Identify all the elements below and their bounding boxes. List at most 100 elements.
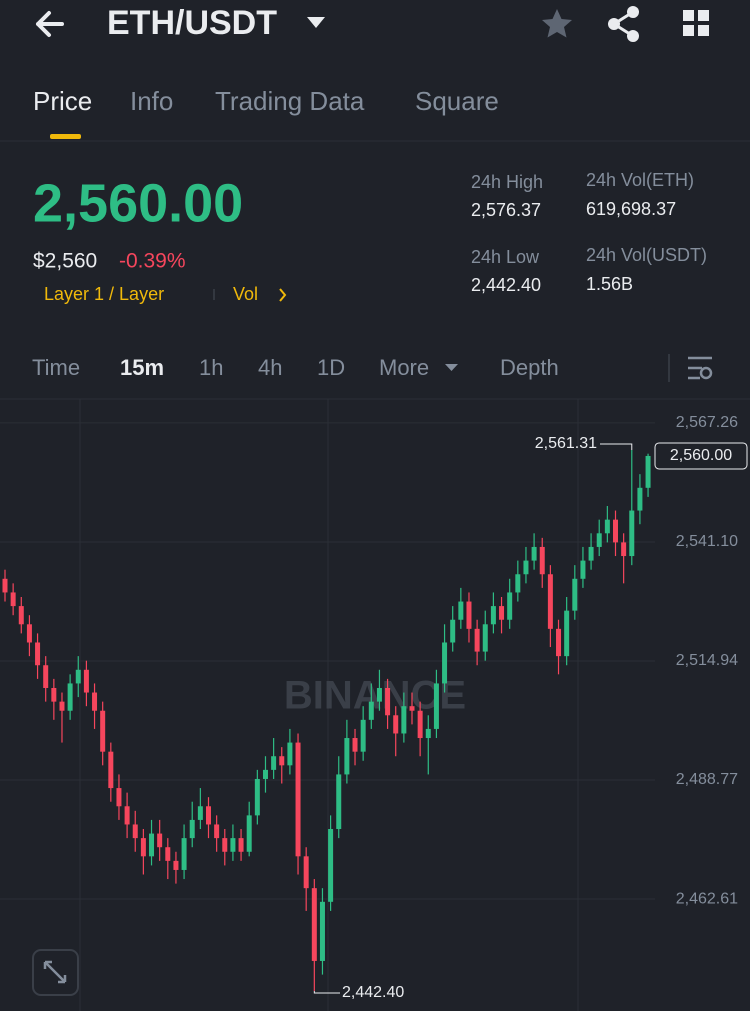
candle-body xyxy=(238,838,244,852)
candle-body xyxy=(2,578,8,593)
candle-body xyxy=(10,592,16,607)
candle-body xyxy=(26,624,32,643)
candle-body xyxy=(254,778,260,816)
tag[interactable]: Layer 1 / Layer xyxy=(44,284,164,304)
y-tick-label: 2,541.10 xyxy=(676,533,738,550)
stat-value: 2,576.37 xyxy=(471,200,541,220)
pair-title[interactable]: ETH/USDT xyxy=(107,4,277,42)
candle-body xyxy=(637,487,643,511)
candle-body xyxy=(588,546,594,561)
candle-body xyxy=(311,888,317,961)
candle-body xyxy=(173,860,179,870)
candle-body xyxy=(336,774,342,830)
candle-body xyxy=(222,838,228,852)
tab[interactable]: Trading Data xyxy=(215,86,365,116)
candle-body xyxy=(189,819,195,839)
timeframe[interactable]: Depth xyxy=(500,355,559,380)
high-label: 2,561.31 xyxy=(535,435,597,452)
candle-body xyxy=(165,847,171,861)
candle-body xyxy=(35,642,41,666)
candle-body xyxy=(645,455,651,488)
last-price: 2,560.00 xyxy=(33,173,243,233)
more-dropdown[interactable] xyxy=(445,364,458,371)
price-change: -0.39% xyxy=(119,250,186,273)
grid-icon[interactable] xyxy=(683,10,709,36)
candle-body xyxy=(417,710,423,739)
candle-body xyxy=(303,856,309,889)
candle-body xyxy=(499,606,505,620)
stat-value: 619,698.37 xyxy=(586,199,676,219)
low-leader xyxy=(313,990,340,994)
y-tick-label: 2,462.61 xyxy=(676,890,738,907)
stat-label: 24h Vol(ETH) xyxy=(586,170,694,190)
candle-body xyxy=(124,806,130,825)
candle-body xyxy=(116,788,122,807)
candle-body xyxy=(433,683,439,729)
candle-body xyxy=(319,901,325,961)
candle-body xyxy=(352,738,358,752)
timeframe[interactable]: 15m xyxy=(120,355,164,380)
favorite-icon[interactable] xyxy=(542,9,572,38)
tab[interactable]: Square xyxy=(415,86,499,116)
tag[interactable]: Vol xyxy=(233,284,258,304)
candle-body xyxy=(531,546,537,561)
candle-body xyxy=(409,706,415,711)
timeframe[interactable]: 4h xyxy=(258,355,282,380)
candle-body xyxy=(100,710,106,752)
candle-body xyxy=(450,619,456,643)
candle-body xyxy=(523,560,529,575)
tab[interactable]: Price xyxy=(33,86,92,116)
candle-body xyxy=(474,628,480,652)
candle-body xyxy=(547,574,553,629)
candle-body xyxy=(92,692,98,711)
fiat-price: $2,560 xyxy=(33,250,97,273)
candle-body xyxy=(75,669,81,684)
candle-body xyxy=(83,669,89,693)
timeframe[interactable]: 1D xyxy=(317,355,345,380)
candle-body xyxy=(230,838,236,852)
expand-button[interactable] xyxy=(32,949,79,996)
candle-body xyxy=(108,751,114,789)
candle-body xyxy=(181,838,187,870)
chart-settings-icon[interactable] xyxy=(688,356,713,380)
y-tick-label: 2,567.26 xyxy=(676,414,738,431)
share-icon[interactable] xyxy=(608,6,639,42)
candle-body xyxy=(556,628,562,657)
candle-body xyxy=(18,606,24,625)
pair-dropdown[interactable] xyxy=(307,17,325,28)
candle-body xyxy=(580,560,586,579)
candle-body xyxy=(67,683,73,711)
candle-body xyxy=(295,742,301,857)
stat-value: 1.56B xyxy=(586,274,633,294)
last-price-label: 2,560.00 xyxy=(670,447,732,464)
candle-body xyxy=(140,838,146,857)
tab-indicator xyxy=(50,134,81,139)
candle-body xyxy=(157,833,163,848)
candle-body xyxy=(149,833,155,857)
candle-body xyxy=(279,756,285,766)
low-label: 2,442.40 xyxy=(342,984,404,1001)
tab[interactable]: Info xyxy=(130,86,173,116)
candle-body xyxy=(442,642,448,684)
candle-body xyxy=(425,728,431,739)
expand-icon xyxy=(43,960,67,984)
high-leader xyxy=(600,443,633,450)
candle-body xyxy=(596,533,602,547)
candle-body xyxy=(376,687,382,702)
timeframe[interactable]: 1h xyxy=(199,355,223,380)
back-button[interactable] xyxy=(36,11,64,37)
candle-body xyxy=(43,665,49,688)
candle-body xyxy=(132,824,138,839)
timeframe[interactable]: Time xyxy=(32,355,80,380)
candle-body xyxy=(564,610,570,657)
candle-body xyxy=(360,719,366,752)
timeframe[interactable]: More xyxy=(379,355,429,380)
candle-body xyxy=(271,756,277,770)
vertical-grid xyxy=(79,399,579,1011)
candle-body xyxy=(344,738,350,775)
candle-body xyxy=(572,578,578,611)
candle-body xyxy=(385,687,391,716)
candle-body xyxy=(458,601,464,620)
candle-body xyxy=(328,829,334,902)
